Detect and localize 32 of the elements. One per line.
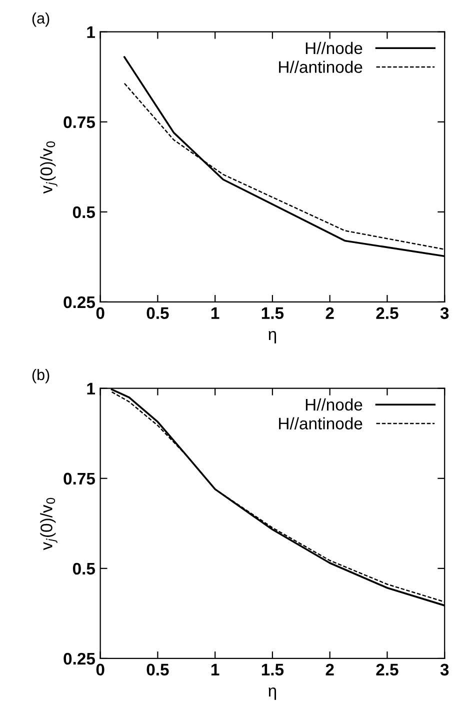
x-tick-label: 0.5 — [146, 664, 169, 676]
x-tick-label: 0 — [96, 664, 104, 676]
y-tick-label: 0.75 — [64, 472, 95, 485]
x-tick-label: 0 — [96, 307, 104, 320]
x-tick-label: 2.5 — [376, 307, 398, 320]
legend-label: H//node — [306, 42, 362, 54]
y-tick-label: 0.75 — [64, 116, 95, 128]
y-tick-label: 0.25 — [64, 652, 95, 665]
y-tick-label: 0.25 — [64, 296, 95, 308]
y-tick-label: 1 — [87, 26, 95, 38]
y-tick-label: 1 — [87, 382, 95, 394]
y-axis-title: v$_{j}$(0)/v$_{0}$ — [40, 498, 58, 550]
x-axis-title: η — [268, 688, 276, 700]
x-axis-title: η — [268, 331, 276, 344]
x-tick-label: 1 — [211, 664, 220, 676]
x-tick-label: 1.5 — [262, 664, 284, 676]
x-tick-label: 2.5 — [376, 664, 398, 676]
x-tick-label: 2 — [326, 664, 334, 676]
x-tick-label: 2 — [326, 307, 334, 319]
x-tick-label: 1 — [211, 307, 220, 319]
x-tick-label: 0.5 — [146, 307, 169, 320]
legend-label: H//antinode — [279, 417, 362, 430]
legend-label: H//node — [306, 398, 362, 411]
legend-label: H//antinode — [279, 60, 362, 73]
chart-title: (a) — [32, 12, 50, 27]
y-tick-label: 0.5 — [72, 562, 95, 575]
x-tick-label: 1.5 — [262, 307, 284, 320]
y-tick-label: 0.5 — [72, 206, 95, 218]
x-tick-label: 3 — [440, 307, 449, 320]
x-tick-label: 3 — [440, 664, 449, 676]
y-axis-title: v$_{j}$(0)/v$_{0}$ — [40, 141, 58, 194]
chart-title: (b) — [32, 368, 50, 384]
